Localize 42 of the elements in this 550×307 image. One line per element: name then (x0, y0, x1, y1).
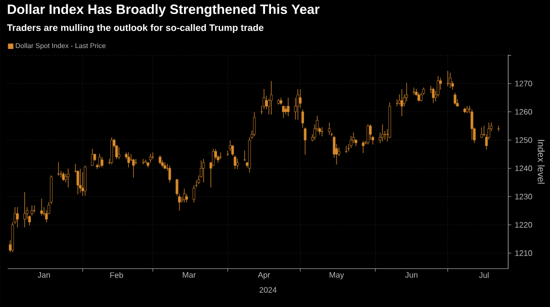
candlestick (448, 72, 452, 88)
candlestick (454, 92, 456, 105)
candlestick (118, 146, 120, 160)
candlestick (219, 152, 222, 160)
candlestick (350, 136, 352, 148)
candlestick (110, 137, 113, 164)
chart-subtitle: Traders are mulling the outlook for so-called Trump trade (7, 24, 264, 33)
candlestick (400, 88, 404, 116)
candlestick (192, 185, 196, 202)
candlestick (381, 124, 384, 142)
candlestick (301, 109, 304, 128)
candlestick (234, 155, 236, 169)
candlestick (78, 168, 82, 192)
candlestick (66, 168, 70, 188)
candlestick (362, 140, 364, 153)
candlestick (286, 97, 290, 116)
candlestick (202, 158, 205, 182)
candlestick (236, 158, 239, 169)
candlestick (480, 127, 483, 138)
candlestick (40, 198, 43, 216)
chart-title: Dollar Index Has Broadly Strengthened This Year (8, 4, 320, 17)
candlestick (23, 192, 26, 228)
candlestick (446, 70, 450, 86)
candlestick (57, 162, 60, 176)
candlestick (432, 87, 435, 103)
y-axis-title: Index level (538, 140, 545, 184)
candlestick (296, 88, 300, 120)
candlestick (328, 122, 331, 134)
candlestick (470, 109, 474, 140)
candlestick (299, 88, 302, 108)
candlestick (100, 156, 104, 168)
candlestick (132, 158, 135, 178)
candlestick (253, 112, 256, 136)
candlestick (127, 152, 130, 168)
candlestick (16, 206, 19, 228)
candlestick (91, 148, 94, 166)
candlestick (98, 153, 101, 168)
candlestick (398, 94, 401, 105)
candlestick (304, 127, 306, 155)
candlestick (168, 165, 172, 182)
candlestick (270, 80, 273, 114)
candlestick (366, 124, 370, 144)
